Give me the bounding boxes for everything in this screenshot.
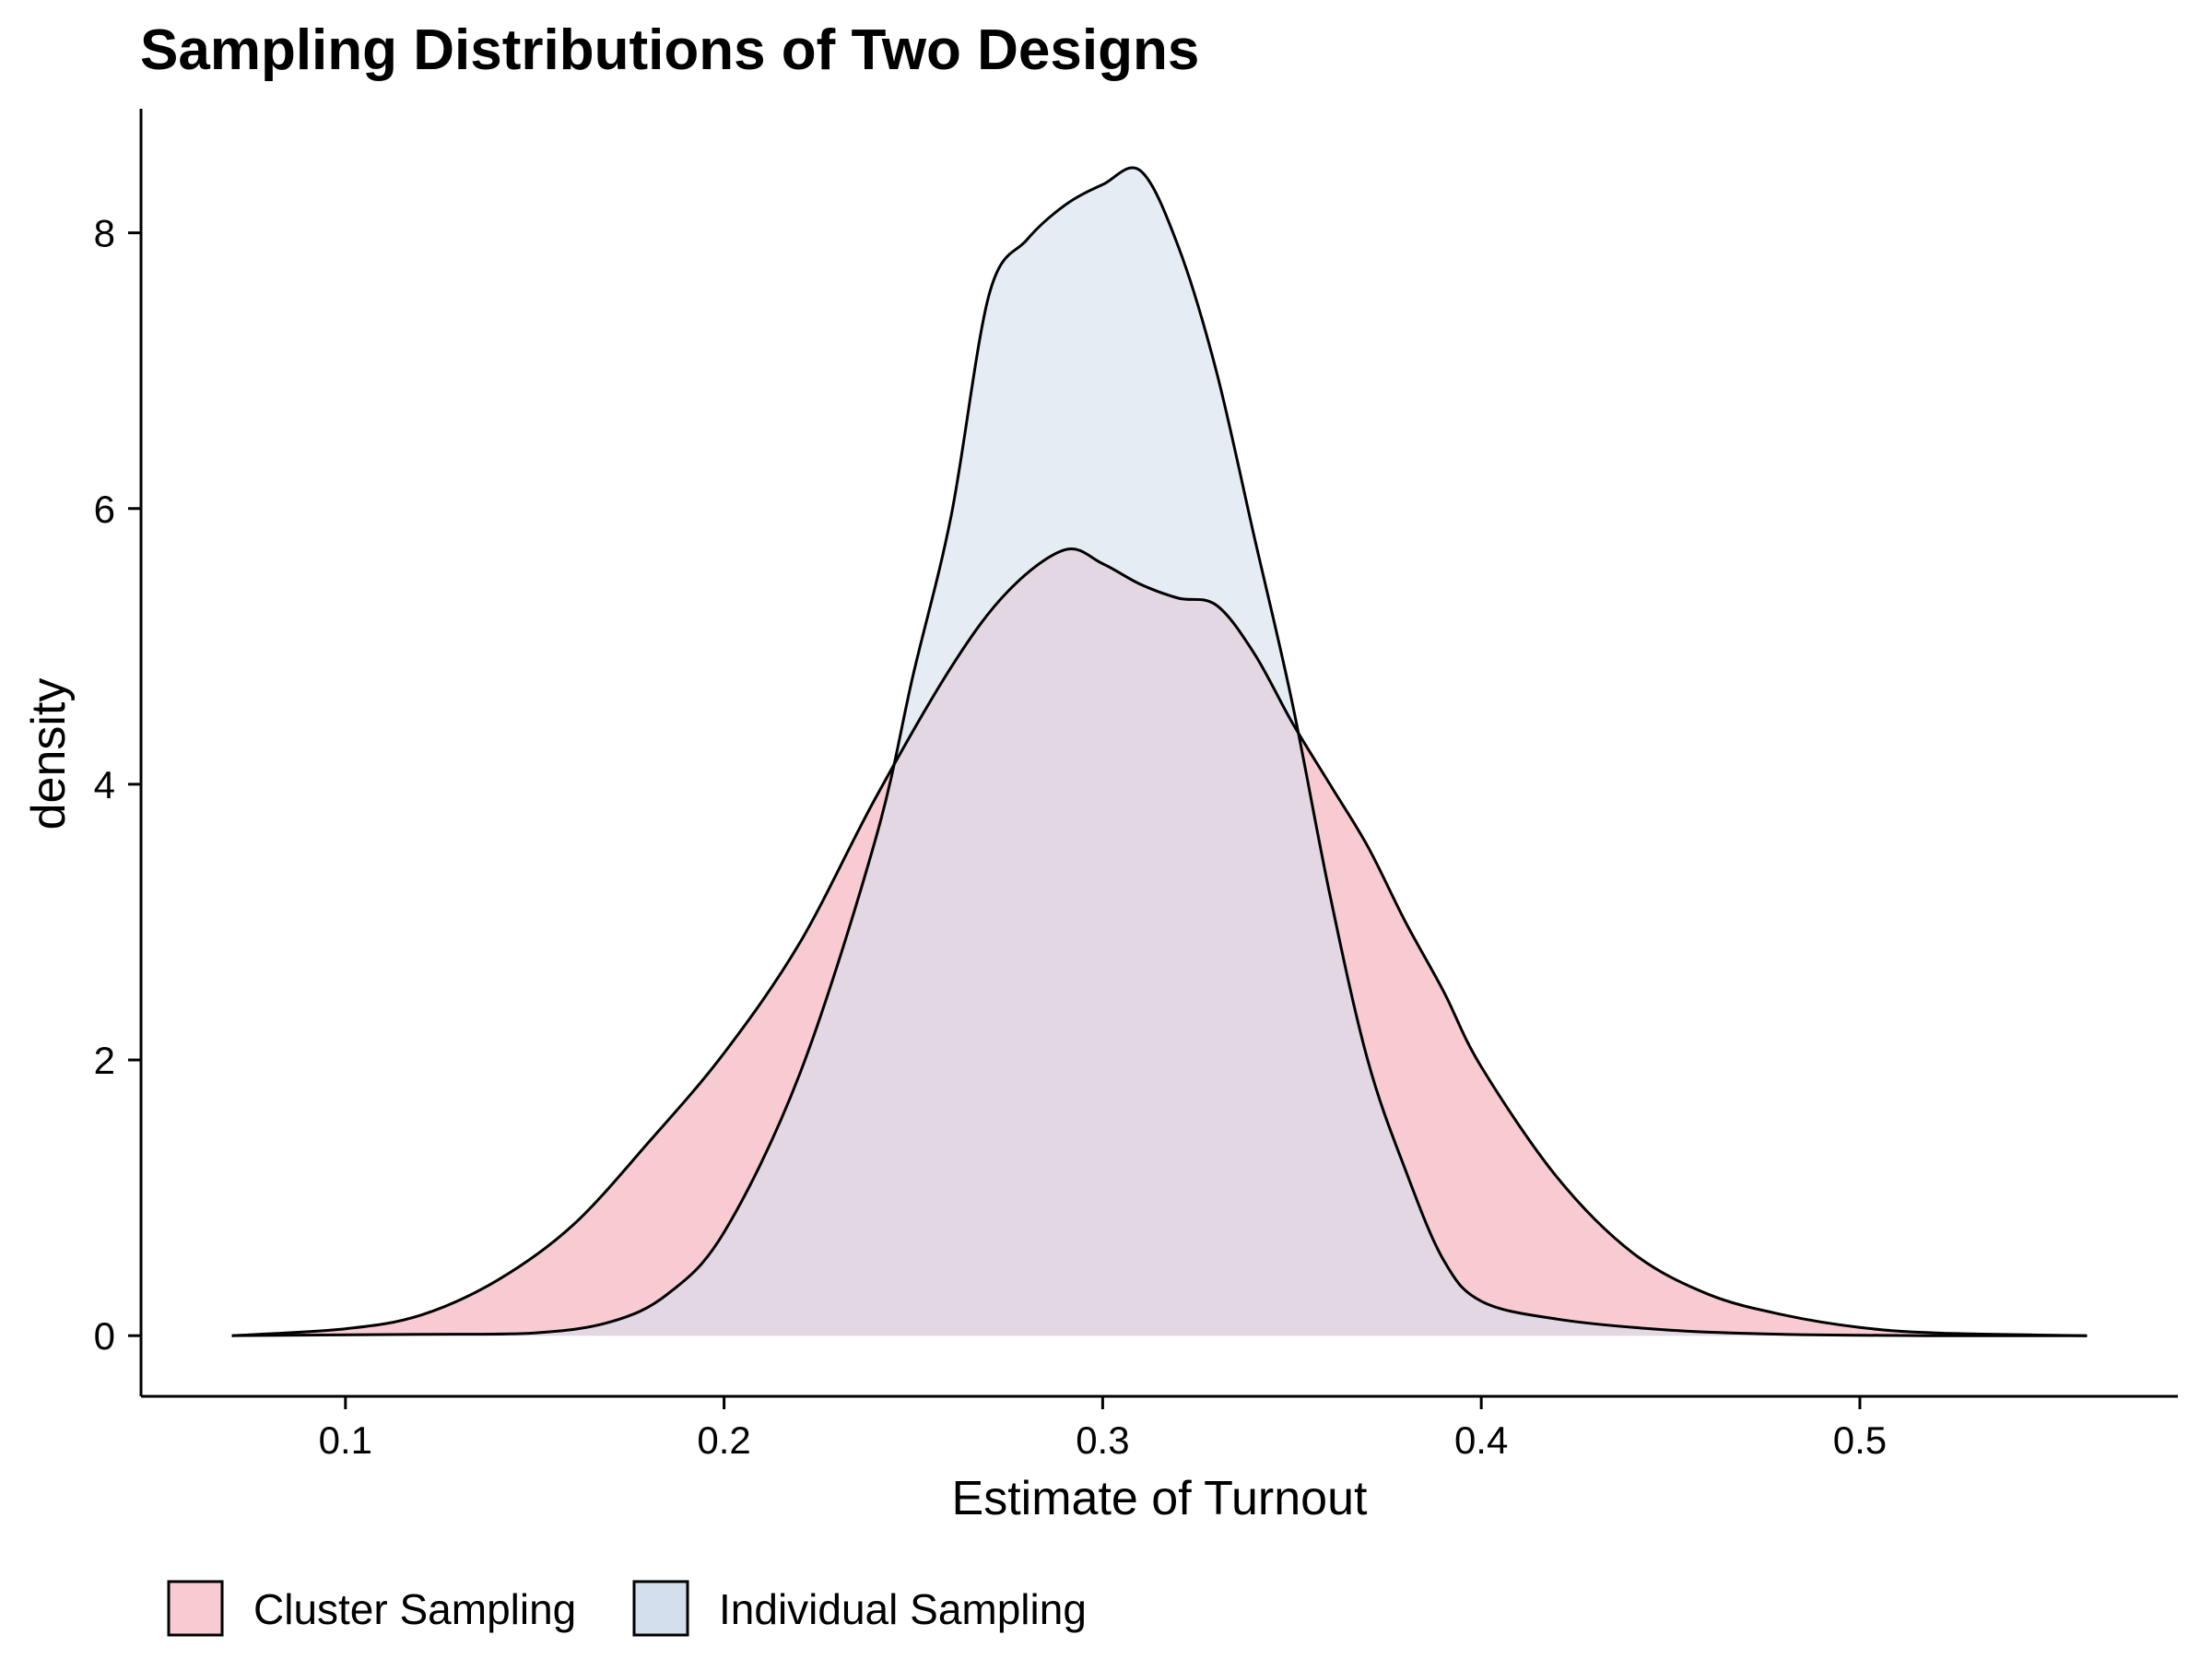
y-tick-label: 0: [94, 1314, 115, 1358]
x-tick-label: 0.1: [319, 1418, 372, 1462]
y-axis-ticks: 0 2 4 6 8: [94, 212, 141, 1358]
density-line-cluster-sampling: [231, 547, 2088, 1337]
legend-swatch: [167, 1580, 224, 1637]
y-axis-label: density: [22, 678, 76, 830]
y-tick-label: 2: [94, 1039, 115, 1082]
chart-title: Sampling Distributions of Two Designs: [140, 18, 1199, 82]
legend-label: Individual Sampling: [719, 1585, 1087, 1633]
x-axis-label: Estimate of Turnout: [952, 1472, 1368, 1525]
x-tick-label: 0.4: [1454, 1418, 1508, 1462]
x-tick-label: 0.2: [697, 1418, 750, 1462]
legend-label: Cluster Sampling: [253, 1585, 576, 1633]
density-area-individual-sampling: [231, 167, 2088, 1336]
x-axis-ticks: 0.1 0.2 0.3 0.4 0.5: [319, 1396, 1887, 1462]
x-tick-label: 0.3: [1076, 1418, 1129, 1462]
density-line-individual-sampling: [231, 166, 2088, 1337]
y-tick-label: 6: [94, 488, 115, 531]
plot-area: [231, 166, 2088, 1337]
legend: Cluster Sampling Individual Sampling: [167, 1580, 1087, 1637]
y-tick-label: 8: [94, 212, 115, 255]
y-tick-label: 4: [94, 763, 115, 806]
legend-swatch: [632, 1580, 689, 1637]
x-tick-label: 0.5: [1833, 1418, 1887, 1462]
